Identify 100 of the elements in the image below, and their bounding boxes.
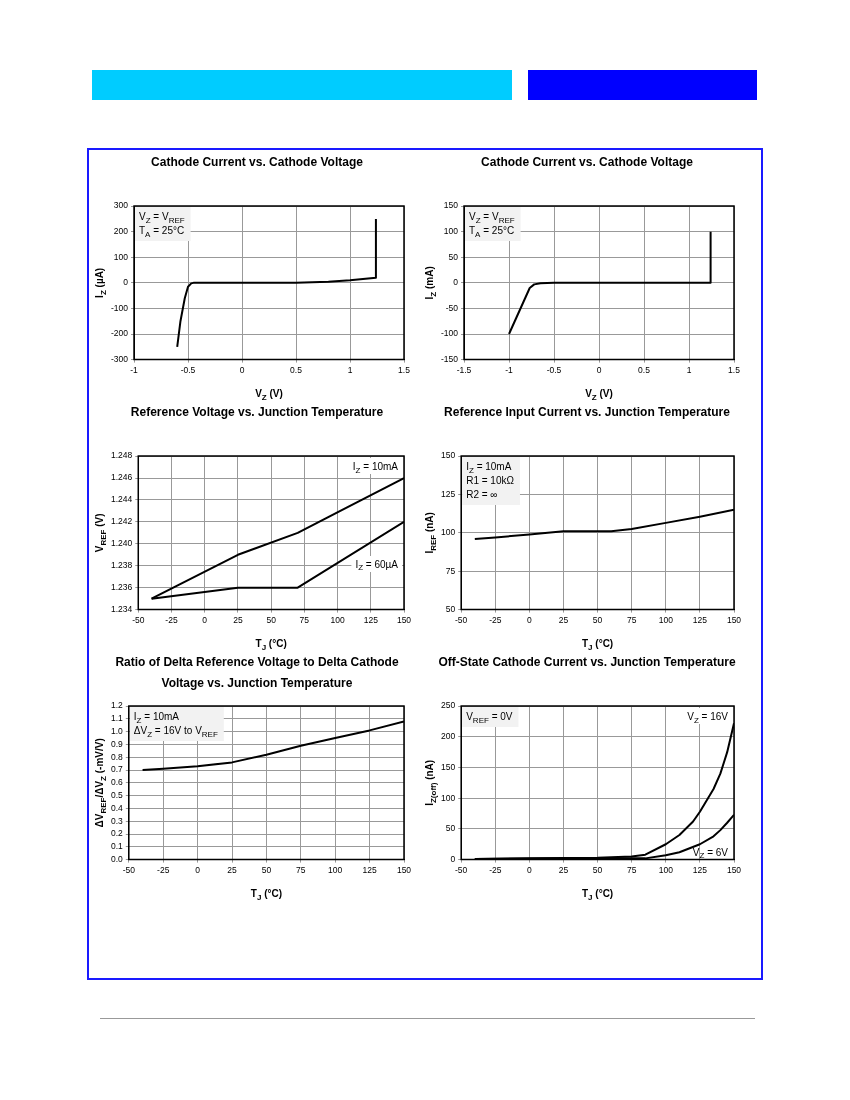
- y-tick-label: 1.244: [110, 494, 133, 505]
- x-tick-label: 25: [558, 865, 569, 876]
- x-tick-label: -0.5: [546, 365, 562, 376]
- x-tick-label: 0: [527, 615, 533, 626]
- x-tick-label: 150: [726, 615, 742, 626]
- y-tick-label: 1.0: [110, 726, 124, 737]
- x-tick-label: 50: [592, 615, 603, 626]
- x-tick-label: 150: [726, 865, 742, 876]
- chart-title: Cathode Current vs. Cathode Voltage: [150, 154, 364, 171]
- y-tick-label: 150: [440, 761, 456, 772]
- y-tick-label: 100: [440, 792, 456, 803]
- y-tick-label: 0.8: [110, 751, 124, 762]
- y-tick-label: -300: [111, 353, 129, 364]
- y-tick-label: 100: [443, 226, 459, 237]
- y-tick-label: 100: [113, 251, 129, 262]
- y-tick-label: 1.240: [110, 538, 133, 549]
- y-tick-label: 0.9: [110, 738, 124, 749]
- y-tick-label: 1.242: [110, 516, 133, 527]
- y-tick-label: 300: [113, 200, 129, 211]
- y-tick-label: 200: [440, 731, 456, 742]
- x-tick-label: 125: [692, 615, 708, 626]
- y-tick-label: 1.234: [110, 603, 133, 614]
- x-tick-label: 100: [658, 615, 674, 626]
- y-tick-label: 150: [440, 450, 456, 461]
- y-axis-title: ΔVREF/ΔVZ (-mV/V): [94, 738, 108, 828]
- chart-title: Reference Input Current vs. Junction Temperature: [443, 404, 731, 421]
- y-tick-label: 1.236: [110, 582, 133, 593]
- y-tick-label: 0.5: [110, 789, 124, 800]
- x-tick-label: 50: [261, 865, 272, 876]
- x-tick-label: 0: [239, 365, 245, 376]
- y-tick-label: 0.1: [110, 841, 124, 852]
- y-tick-label: 100: [440, 527, 456, 538]
- chart-title: Cathode Current vs. Cathode Voltage: [480, 154, 694, 171]
- y-tick-label: -50: [445, 302, 459, 313]
- x-tick-label: 125: [363, 615, 379, 626]
- x-tick-label: 0: [195, 865, 201, 876]
- x-tick-label: -1.5: [456, 365, 472, 376]
- y-tick-label: 150: [443, 200, 459, 211]
- x-tick-label: -1: [505, 365, 514, 376]
- y-axis-title: IZ (µA): [94, 267, 108, 298]
- y-tick-label: 0: [450, 853, 456, 864]
- y-tick-label: -100: [111, 302, 129, 313]
- x-tick-label: 25: [233, 615, 243, 626]
- y-tick-label: 0: [123, 277, 129, 288]
- x-tick-label: 1: [686, 365, 692, 376]
- y-tick-label: 75: [445, 565, 456, 576]
- y-tick-label: 1.248: [110, 450, 133, 461]
- x-tick-label: -25: [489, 865, 502, 876]
- chart-title: Ratio of Delta Reference Voltage to Delta Cathode Voltage vs. Junction Temperature: [114, 654, 400, 692]
- y-tick-label: 1.246: [110, 472, 133, 483]
- y-tick-label: 0.0: [110, 853, 124, 864]
- chart-title: Reference Voltage vs. Junction Temperature: [129, 404, 385, 421]
- y-tick-label: 0.4: [110, 802, 124, 813]
- x-tick-label: 0: [596, 365, 602, 376]
- x-tick-label: -25: [157, 865, 170, 876]
- x-tick-label: 25: [227, 865, 237, 876]
- y-axis-title: IZ(off) (nA): [424, 759, 438, 806]
- x-tick-label: -25: [165, 615, 178, 626]
- y-tick-label: -100: [441, 328, 459, 339]
- x-tick-label: 150: [396, 865, 412, 876]
- x-tick-label: 50: [592, 865, 603, 876]
- x-tick-label: 75: [296, 865, 306, 876]
- y-tick-label: 50: [448, 251, 459, 262]
- y-tick-label: 0.3: [110, 815, 124, 826]
- y-tick-label: -150: [441, 353, 459, 364]
- y-tick-label: 200: [113, 226, 129, 237]
- y-tick-label: 125: [440, 488, 456, 499]
- y-tick-label: 50: [445, 823, 456, 834]
- chart-title: Off-State Cathode Current vs. Junction Temperature: [437, 654, 737, 671]
- x-tick-label: 100: [328, 865, 343, 876]
- y-tick-label: 0.6: [110, 777, 124, 788]
- y-tick-label: -200: [111, 328, 129, 339]
- y-tick-label: 50: [445, 603, 456, 614]
- y-tick-label: 0.2: [110, 828, 124, 839]
- x-tick-label: 1.5: [728, 365, 741, 376]
- y-axis-title: IZ (mA): [424, 266, 438, 300]
- y-axis-title: VREF (V): [94, 513, 108, 553]
- x-tick-label: 0: [202, 615, 208, 626]
- x-tick-label: 1: [347, 365, 353, 376]
- x-tick-label: 25: [558, 615, 569, 626]
- x-tick-label: 75: [299, 615, 310, 626]
- x-tick-label: -0.5: [180, 365, 196, 376]
- y-tick-label: 0.7: [110, 764, 124, 775]
- y-axis-title: IREF (nA): [424, 512, 438, 554]
- x-tick-label: 75: [626, 615, 637, 626]
- y-tick-label: 1.2: [110, 700, 124, 711]
- y-tick-label: 0: [453, 277, 459, 288]
- x-tick-label: 100: [658, 865, 674, 876]
- x-tick-label: -1: [130, 365, 139, 376]
- x-tick-label: 1.5: [398, 365, 411, 376]
- x-tick-label: 125: [362, 865, 377, 876]
- x-tick-label: 0.5: [290, 365, 303, 376]
- x-tick-label: 0.5: [638, 365, 651, 376]
- y-tick-label: 250: [440, 700, 456, 711]
- annotation: R2 = ∞: [466, 489, 498, 501]
- x-tick-label: 0: [527, 865, 533, 876]
- annotation: R1 = 10kΩ: [466, 475, 515, 487]
- x-tick-label: -50: [132, 615, 145, 626]
- x-tick-label: -25: [489, 615, 502, 626]
- y-tick-label: 1.238: [110, 560, 133, 571]
